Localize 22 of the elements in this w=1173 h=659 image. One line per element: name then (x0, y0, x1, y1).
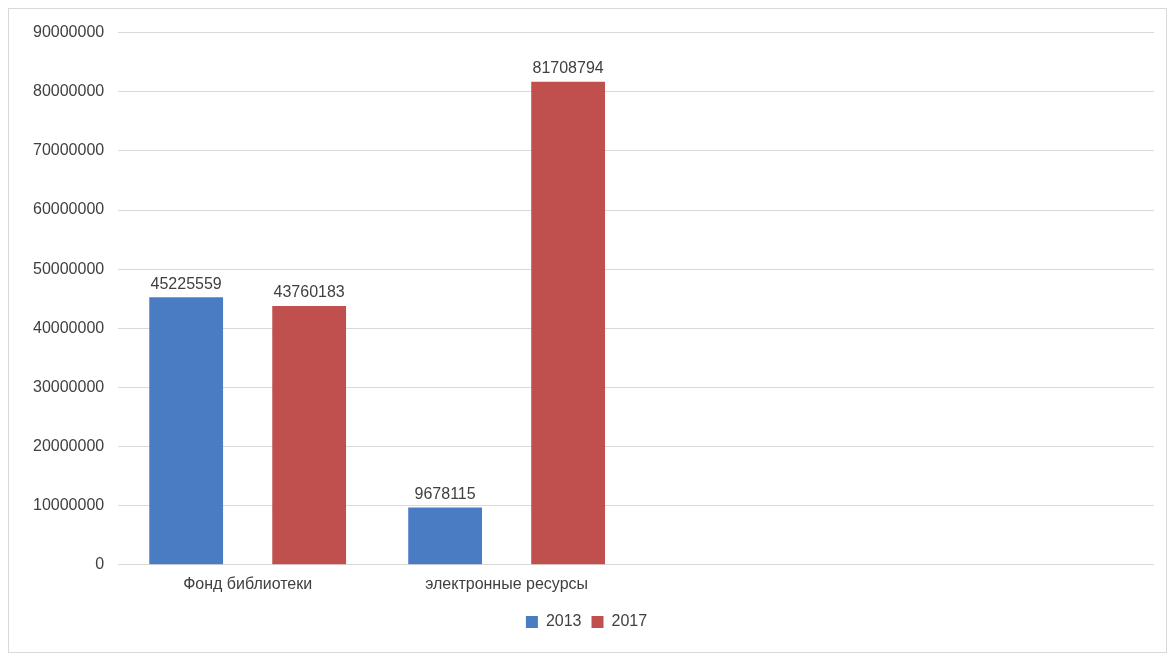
y-tick-label: 60000000 (33, 200, 105, 218)
y-tick-label: 10000000 (33, 496, 105, 514)
y-tick-label: 20000000 (33, 436, 105, 454)
y-tick-label: 0 (95, 555, 105, 573)
x-tick-label: электронные ресурсы (425, 574, 589, 592)
data-label: 9678115 (414, 484, 476, 502)
y-tick-label: 30000000 (33, 377, 105, 395)
legend-label: 2017 (611, 612, 648, 630)
legend-label: 2013 (545, 612, 582, 630)
data-label: 43760183 (273, 283, 345, 301)
y-tick-label: 90000000 (33, 23, 105, 41)
y-tick-label: 70000000 (33, 141, 105, 159)
data-label: 45225559 (150, 274, 222, 292)
bar (272, 306, 347, 565)
y-tick-label: 80000000 (33, 82, 105, 100)
data-label: 81708794 (532, 59, 604, 77)
bar (408, 507, 483, 565)
bar (531, 81, 606, 565)
y-tick-label: 40000000 (33, 318, 105, 336)
y-tick-label: 50000000 (33, 259, 105, 277)
bar (149, 297, 224, 565)
x-tick-label: Фонд библиотеки (183, 574, 313, 592)
